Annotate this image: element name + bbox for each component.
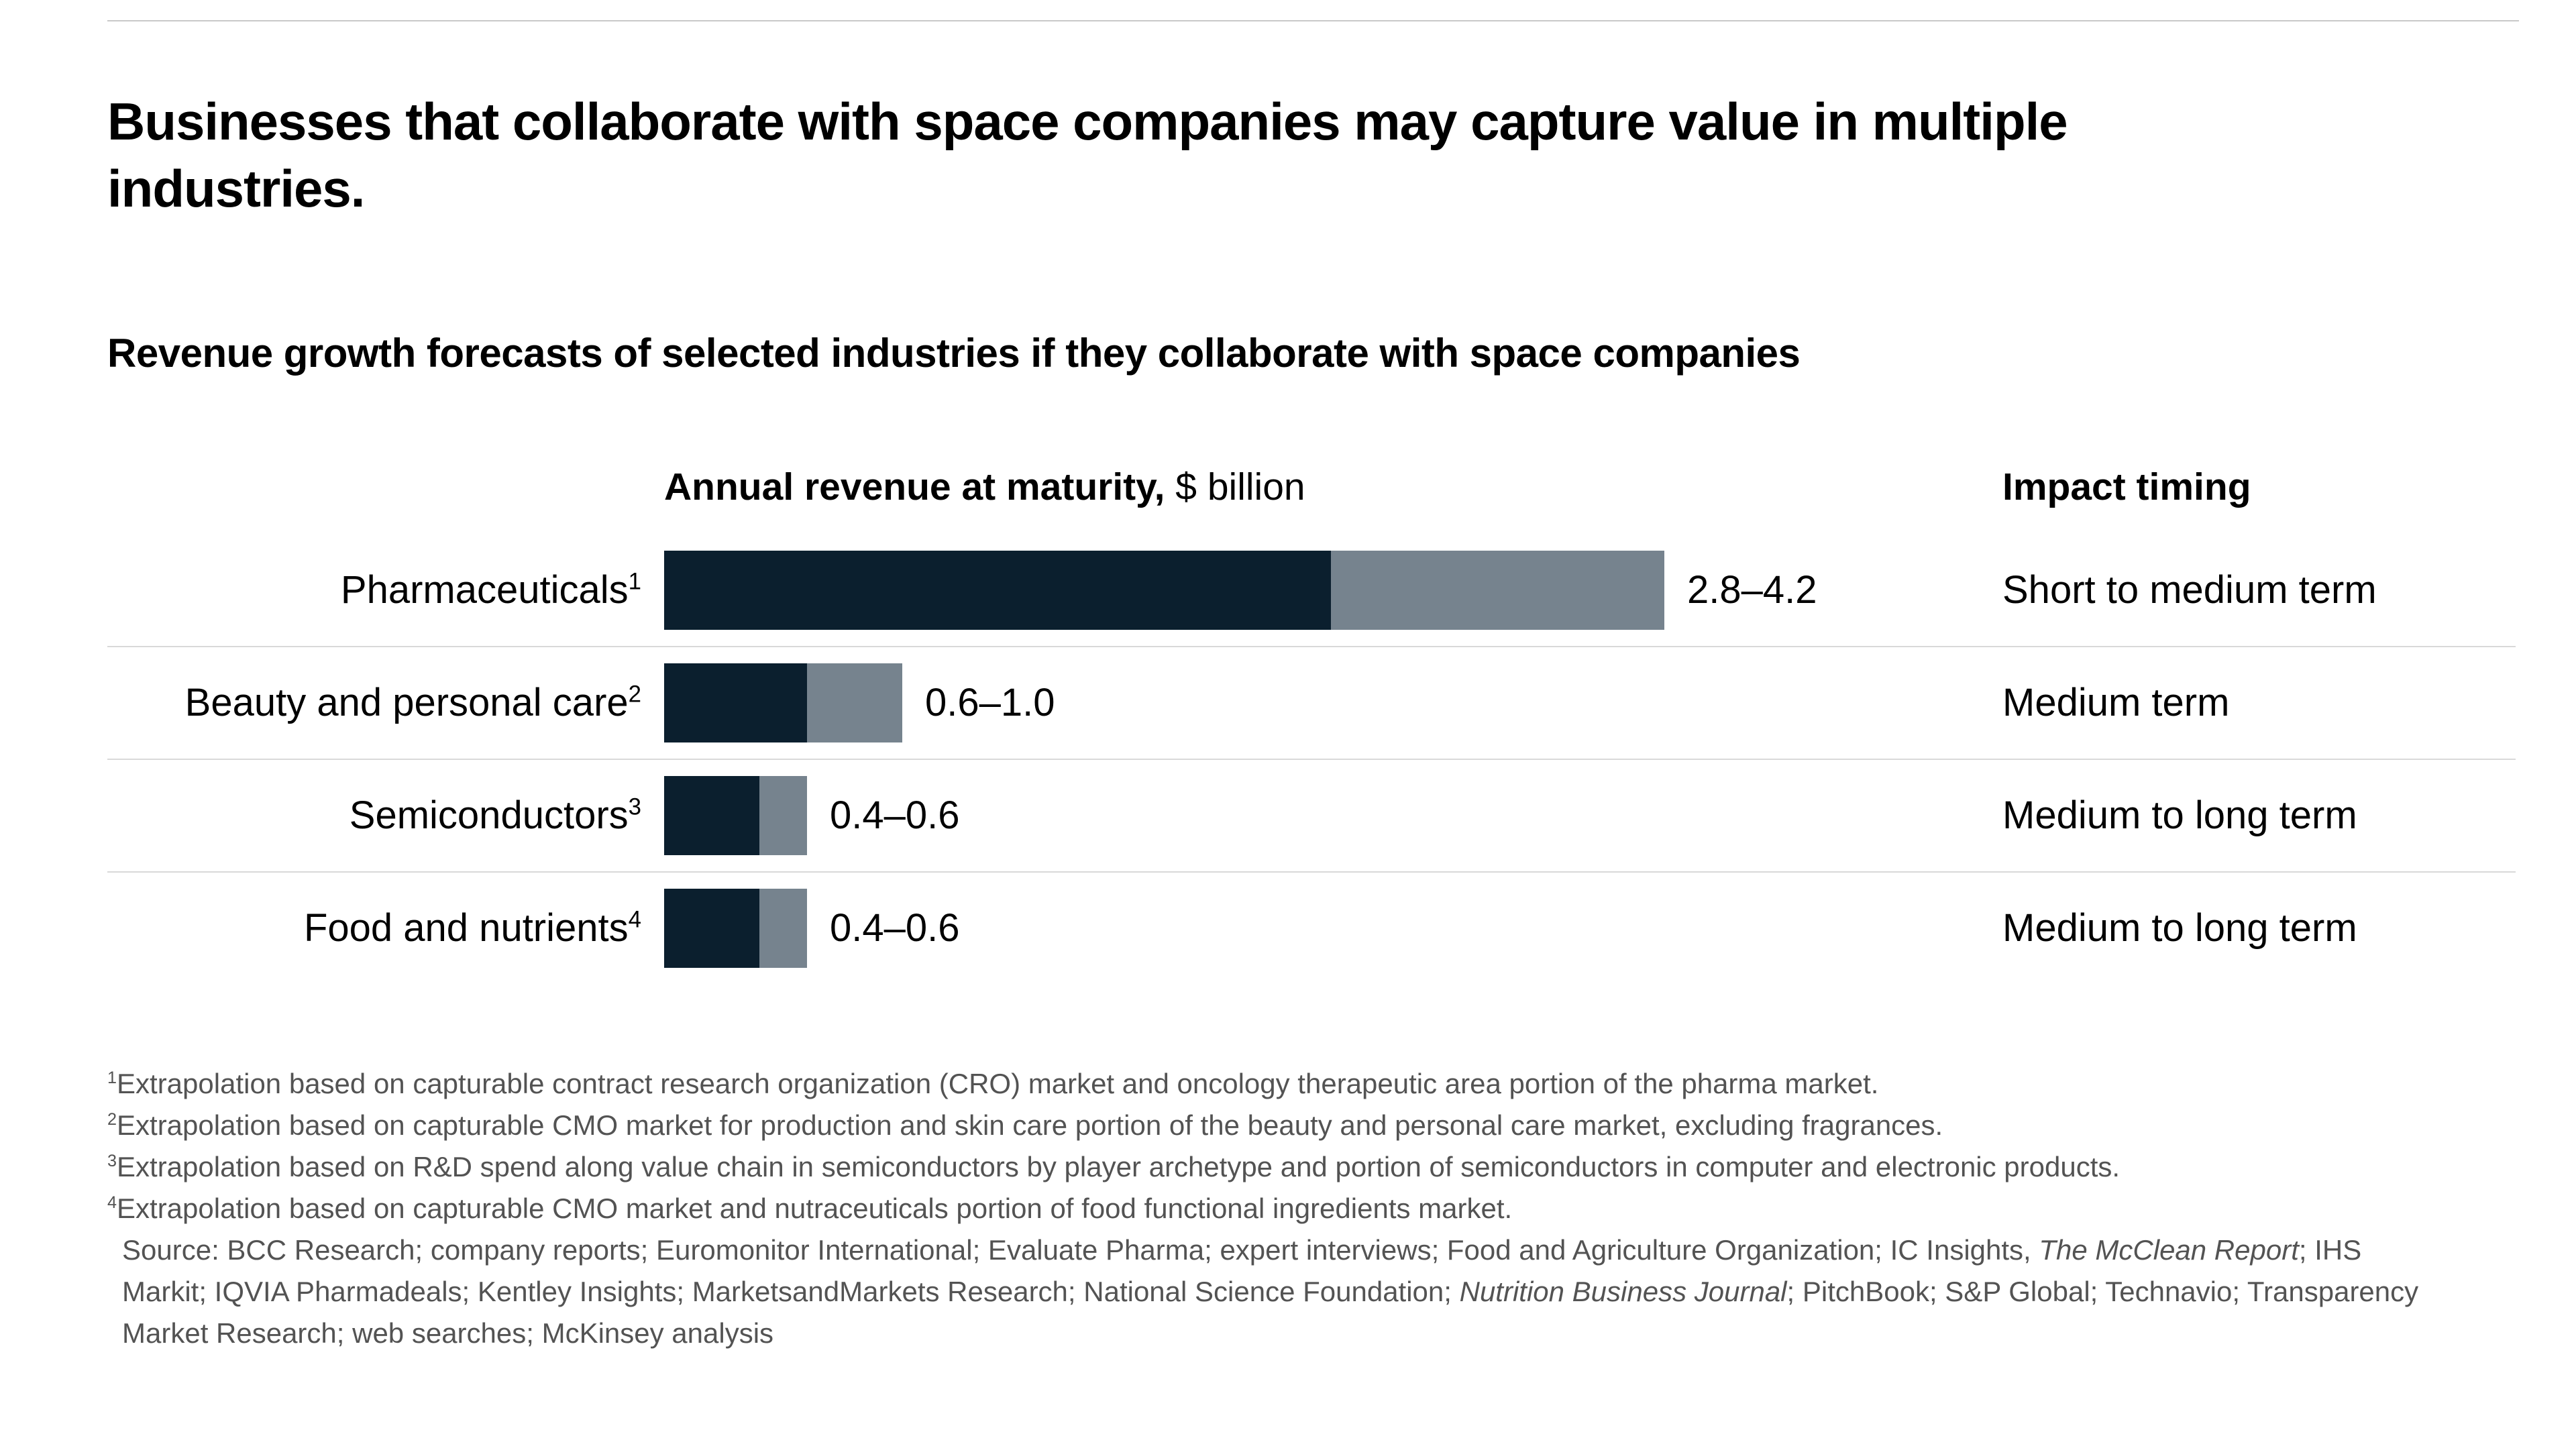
chart-row-beauty: Beauty and personal care2 0.6–1.0 Medium… <box>107 645 2516 759</box>
footnote-marker: 4 <box>628 906 641 933</box>
footnote-text: Extrapolation based on capturable CMO ma… <box>117 1109 1943 1141</box>
bar-high-segment <box>807 663 902 742</box>
chart-row-pharmaceuticals: Pharmaceuticals1 2.8–4.2 Short to medium… <box>107 535 2516 646</box>
row-label: Pharmaceuticals1 <box>107 567 664 612</box>
range-label: 2.8–4.2 <box>1687 568 1817 612</box>
source-text: ; IHS Markit; IQVIA Pharmadeals; Kentley… <box>122 1233 2362 1307</box>
footnote-1: 1Extrapolation based on capturable contr… <box>107 1063 2442 1105</box>
exhibit-page: Businesses that collaborate with space c… <box>0 20 2576 1354</box>
impact-timing-value: Medium to long term <box>2002 793 2357 838</box>
chart-row-semiconductors: Semiconductors3 0.4–0.6 Medium to long t… <box>107 758 2516 871</box>
bar-low-segment <box>664 663 807 742</box>
impact-timing-value: Medium to long term <box>2002 906 2357 950</box>
bar-cell: 0.6–1.0 <box>664 663 2002 742</box>
chart-title: Revenue growth forecasts of selected ind… <box>107 330 1801 376</box>
bar-high-segment <box>759 775 807 855</box>
footnote-superscript: 2 <box>107 1109 117 1129</box>
footnote-3: 3Extrapolation based on R&D spend along … <box>107 1146 2442 1188</box>
row-label: Beauty and personal care2 <box>107 680 664 725</box>
revenue-bar <box>664 775 807 855</box>
footnote-2: 2Extrapolation based on capturable CMO m… <box>107 1105 2442 1146</box>
bar-chart: Annual revenue at maturity, $ billion Im… <box>107 463 2516 984</box>
source-line: Source: BCC Research; company reports; E… <box>107 1229 2442 1354</box>
revenue-bar <box>664 888 807 968</box>
chart-row-food: Food and nutrients4 0.4–0.6 Medium to lo… <box>107 871 2516 984</box>
footnote-superscript: 1 <box>107 1068 117 1087</box>
category-label: Beauty and personal care <box>184 681 629 725</box>
range-label: 0.4–0.6 <box>830 906 960 950</box>
footnotes: 1Extrapolation based on capturable contr… <box>107 1063 2442 1354</box>
footnote-4: 4Extrapolation based on capturable CMO m… <box>107 1188 2442 1229</box>
range-label: 0.6–1.0 <box>925 681 1055 725</box>
footnote-marker: 1 <box>628 568 641 595</box>
bar-low-segment <box>664 888 759 968</box>
bar-cell: 0.4–0.6 <box>664 775 2002 855</box>
footnote-text: Extrapolation based on R&D spend along v… <box>117 1150 2121 1182</box>
source-text: Source: BCC Research; company reports; E… <box>122 1233 2039 1266</box>
row-label: Food and nutrients4 <box>107 905 664 950</box>
source-text-italic: The McClean Report <box>2039 1233 2299 1266</box>
chart-header-row: Annual revenue at maturity, $ billion Im… <box>107 463 2516 510</box>
category-label: Pharmaceuticals <box>340 568 629 612</box>
bar-low-segment <box>664 550 1331 630</box>
impact-timing-value: Short to medium term <box>2002 568 2377 612</box>
top-rule <box>107 20 2519 21</box>
category-label: Food and nutrients <box>303 906 629 950</box>
row-label: Semiconductors3 <box>107 793 664 838</box>
category-label: Semiconductors <box>349 793 629 838</box>
chart-rows: Pharmaceuticals1 2.8–4.2 Short to medium… <box>107 535 2516 984</box>
source-text-italic: Nutrition Business Journal <box>1459 1275 1787 1307</box>
footnote-text: Extrapolation based on capturable CMO ma… <box>117 1192 1513 1224</box>
footnote-superscript: 3 <box>107 1151 117 1170</box>
footnote-marker: 3 <box>628 793 641 820</box>
bar-low-segment <box>664 775 759 855</box>
value-axis-header-unit: $ billion <box>1165 465 1305 508</box>
revenue-bar <box>664 663 902 742</box>
revenue-bar <box>664 550 1664 630</box>
exhibit-title: Businesses that collaborate with space c… <box>107 92 2068 218</box>
bar-high-segment <box>759 888 807 968</box>
source-text: ; PitchBook; S&P Global; Technavio; Tran… <box>122 1275 2419 1349</box>
value-axis-header: Annual revenue at maturity, $ billion <box>664 463 2002 510</box>
bar-cell: 0.4–0.6 <box>664 888 2002 968</box>
bar-cell: 2.8–4.2 <box>664 550 2002 630</box>
range-label: 0.4–0.6 <box>830 793 960 838</box>
footnote-text: Extrapolation based on capturable contra… <box>117 1067 1879 1099</box>
footnote-superscript: 4 <box>107 1193 117 1212</box>
impact-timing-value: Medium term <box>2002 681 2230 725</box>
empty-header-cell <box>107 463 664 510</box>
value-axis-header-label: Annual revenue at maturity, <box>664 465 1165 508</box>
footnote-marker: 2 <box>628 681 641 708</box>
bar-high-segment <box>1331 550 1664 630</box>
impact-timing-header: Impact timing <box>2002 465 2251 508</box>
